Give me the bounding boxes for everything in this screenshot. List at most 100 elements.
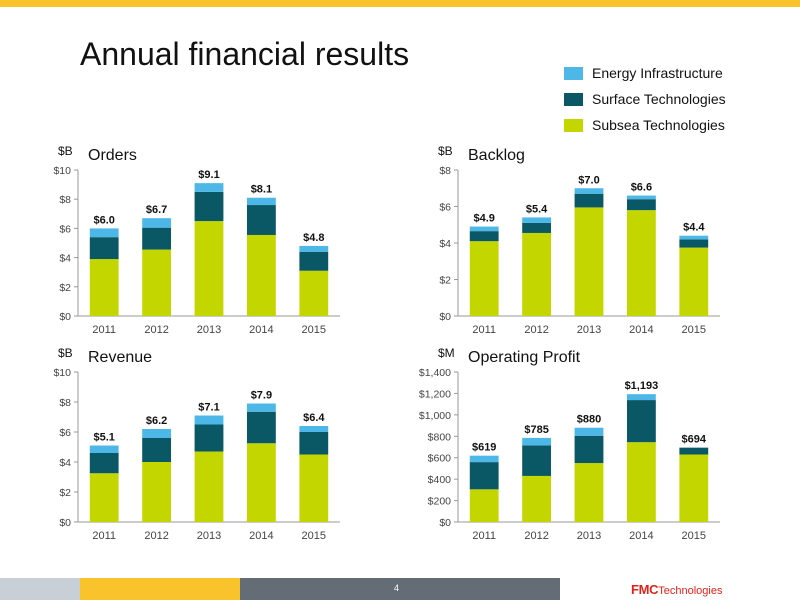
orders-x-tick-label: 2015 [302, 324, 326, 336]
backlog-chart-title: Backlog [468, 147, 525, 164]
revenue-bar-2011-surface-technologies [89, 453, 119, 474]
backlog-bar-2015-subsea-technologies [679, 247, 709, 316]
backlog-bar-2013-energy-infrastructure [574, 188, 604, 194]
orders-y-tick-label: $8 [59, 194, 71, 206]
revenue-bar-2014-subsea-technologies [246, 443, 276, 522]
revenue-bar-2012-surface-technologies [142, 438, 172, 462]
operating-profit-total-label-2014: $1,193 [625, 380, 659, 392]
orders-bar-2012-surface-technologies [142, 227, 172, 250]
operating-profit-bar-2015-surface-technologies [679, 447, 709, 455]
orders-bar-2014-surface-technologies [246, 205, 276, 235]
orders-bar-2011-surface-technologies [89, 237, 119, 260]
backlog-bar-2011-subsea-technologies [469, 241, 499, 316]
orders-chart-panel: $B Orders $0 $2 $4 $6 $8 $10 $6.0 2011 $6.7 2012 $9.… [40, 140, 360, 340]
revenue-chart-title: Revenue [88, 349, 152, 366]
revenue-bar-2014-energy-infrastructure [246, 403, 276, 412]
revenue-total-label-2011: $5.1 [93, 432, 114, 444]
top-accent-bar [0, 0, 800, 7]
backlog-x-tick-label: 2012 [524, 324, 548, 336]
operating-profit-y-tick-label: $1,200 [419, 388, 451, 400]
backlog-y-tick-label: $6 [439, 202, 451, 214]
backlog-y-tick-label: $0 [439, 311, 451, 323]
revenue-y-tick-label: $2 [59, 487, 71, 499]
operating-profit-chart-panel: $M Operating Profit $0 $200 $400 $600 $800 $1,0… [419, 342, 740, 546]
orders-total-label-2015: $4.8 [303, 232, 324, 244]
footer-segment-yellow [80, 578, 240, 600]
legend-swatch-energy [564, 66, 583, 80]
backlog-bar-2012-subsea-technologies [522, 232, 552, 316]
backlog-y-tick-label: $2 [439, 275, 451, 287]
fmc-technologies-logo: FMCTechnologies [631, 582, 722, 597]
backlog-total-label-2014: $6.6 [631, 182, 652, 194]
revenue-total-label-2015: $6.4 [303, 412, 325, 424]
revenue-x-tick-label: 2015 [302, 530, 326, 542]
orders-unit-label: $B [58, 144, 73, 158]
operating-profit-total-label-2013: $880 [577, 414, 601, 426]
operating-profit-chart: $M Operating Profit $0 $200 $400 $600 $800 $1,0… [419, 346, 720, 542]
backlog-bar-2012-surface-technologies [522, 222, 552, 233]
backlog-y-tick-label: $4 [439, 238, 451, 250]
backlog-chart: $B Backlog $0 $2 $4 $6 $8 $4.9 2011 $5.4 2012 $7.0 2… [438, 144, 720, 336]
operating-profit-bar-2011-subsea-technologies [469, 489, 499, 522]
operating-profit-y-tick-label: $400 [428, 474, 452, 486]
backlog-x-tick-label: 2014 [629, 324, 653, 336]
orders-y-tick-label: $10 [53, 165, 71, 177]
revenue-chart: $B Revenue $0 $2 $4 $6 $8 $10 $5.1 2011 $6.2 2012 $7… [53, 346, 340, 542]
operating-profit-chart-title: Operating Profit [468, 349, 581, 366]
orders-bar-2014-subsea-technologies [246, 234, 276, 316]
operating-profit-y-tick-label: $600 [428, 453, 452, 465]
legend-label-surface: Surface Technologies [592, 91, 726, 107]
legend-swatch-subsea [564, 118, 583, 132]
orders-chart-title: Orders [88, 147, 137, 164]
backlog-bar-2011-energy-infrastructure [469, 226, 499, 232]
revenue-bar-2012-subsea-technologies [142, 462, 172, 522]
page-title: Annual financial results [80, 36, 410, 72]
revenue-y-tick-label: $0 [59, 517, 71, 529]
orders-bar-2012-energy-infrastructure [142, 218, 172, 228]
operating-profit-bar-2012-energy-infrastructure [522, 437, 552, 446]
footer-segment-grey [0, 578, 80, 600]
footer-strip [0, 578, 560, 600]
backlog-bar-2015-energy-infrastructure [679, 235, 709, 240]
operating-profit-x-tick-label: 2011 [472, 530, 496, 542]
backlog-total-label-2012: $5.4 [526, 203, 548, 215]
revenue-total-label-2014: $7.9 [251, 390, 272, 402]
orders-bar-2015-energy-infrastructure [299, 245, 329, 252]
operating-profit-bar-2014-surface-technologies [626, 400, 656, 443]
revenue-x-tick-label: 2013 [197, 530, 221, 542]
backlog-chart-panel: $B Backlog $0 $2 $4 $6 $8 $4.9 2011 $5.4 2012 $7.0 2… [420, 140, 740, 340]
operating-profit-bar-2012-subsea-technologies [522, 475, 552, 522]
revenue-bar-2015-surface-technologies [299, 432, 329, 455]
orders-x-tick-label: 2011 [92, 324, 116, 336]
operating-profit-y-tick-label: $200 [428, 496, 452, 508]
revenue-y-tick-label: $6 [59, 427, 71, 439]
footer-segment-dark [240, 578, 560, 600]
orders-bar-2013-subsea-technologies [194, 221, 224, 316]
chart-legend: Energy Infrastructure Surface Technologi… [564, 60, 726, 138]
operating-profit-bar-2015-subsea-technologies [679, 454, 709, 522]
revenue-total-label-2013: $7.1 [198, 402, 219, 414]
logo-text: Technologies [658, 585, 723, 597]
revenue-bar-2013-energy-infrastructure [194, 415, 224, 425]
revenue-total-label-2012: $6.2 [146, 415, 167, 427]
revenue-unit-label: $B [58, 346, 73, 360]
operating-profit-y-tick-label: $1,000 [419, 410, 451, 422]
operating-profit-bar-2014-energy-infrastructure [626, 394, 656, 401]
revenue-x-tick-label: 2014 [249, 530, 273, 542]
operating-profit-bar-2013-surface-technologies [574, 435, 604, 464]
orders-bar-2011-subsea-technologies [89, 259, 119, 316]
orders-bar-2012-subsea-technologies [142, 249, 172, 316]
revenue-y-tick-label: $4 [59, 457, 71, 469]
revenue-bar-2014-surface-technologies [246, 411, 276, 444]
backlog-bar-2014-surface-technologies [626, 199, 656, 211]
operating-profit-y-tick-label: $800 [428, 431, 452, 443]
operating-profit-total-label-2015: $694 [682, 434, 707, 446]
orders-y-tick-label: $0 [59, 311, 71, 323]
legend-item-surface-technologies: Surface Technologies [564, 86, 726, 112]
revenue-y-tick-label: $8 [59, 397, 71, 409]
orders-bar-2015-surface-technologies [299, 251, 329, 271]
revenue-bar-2011-energy-infrastructure [89, 445, 119, 453]
logo-mark: FMC [631, 582, 659, 597]
operating-profit-y-tick-label: $0 [439, 517, 451, 529]
operating-profit-total-label-2011: $619 [472, 442, 496, 454]
